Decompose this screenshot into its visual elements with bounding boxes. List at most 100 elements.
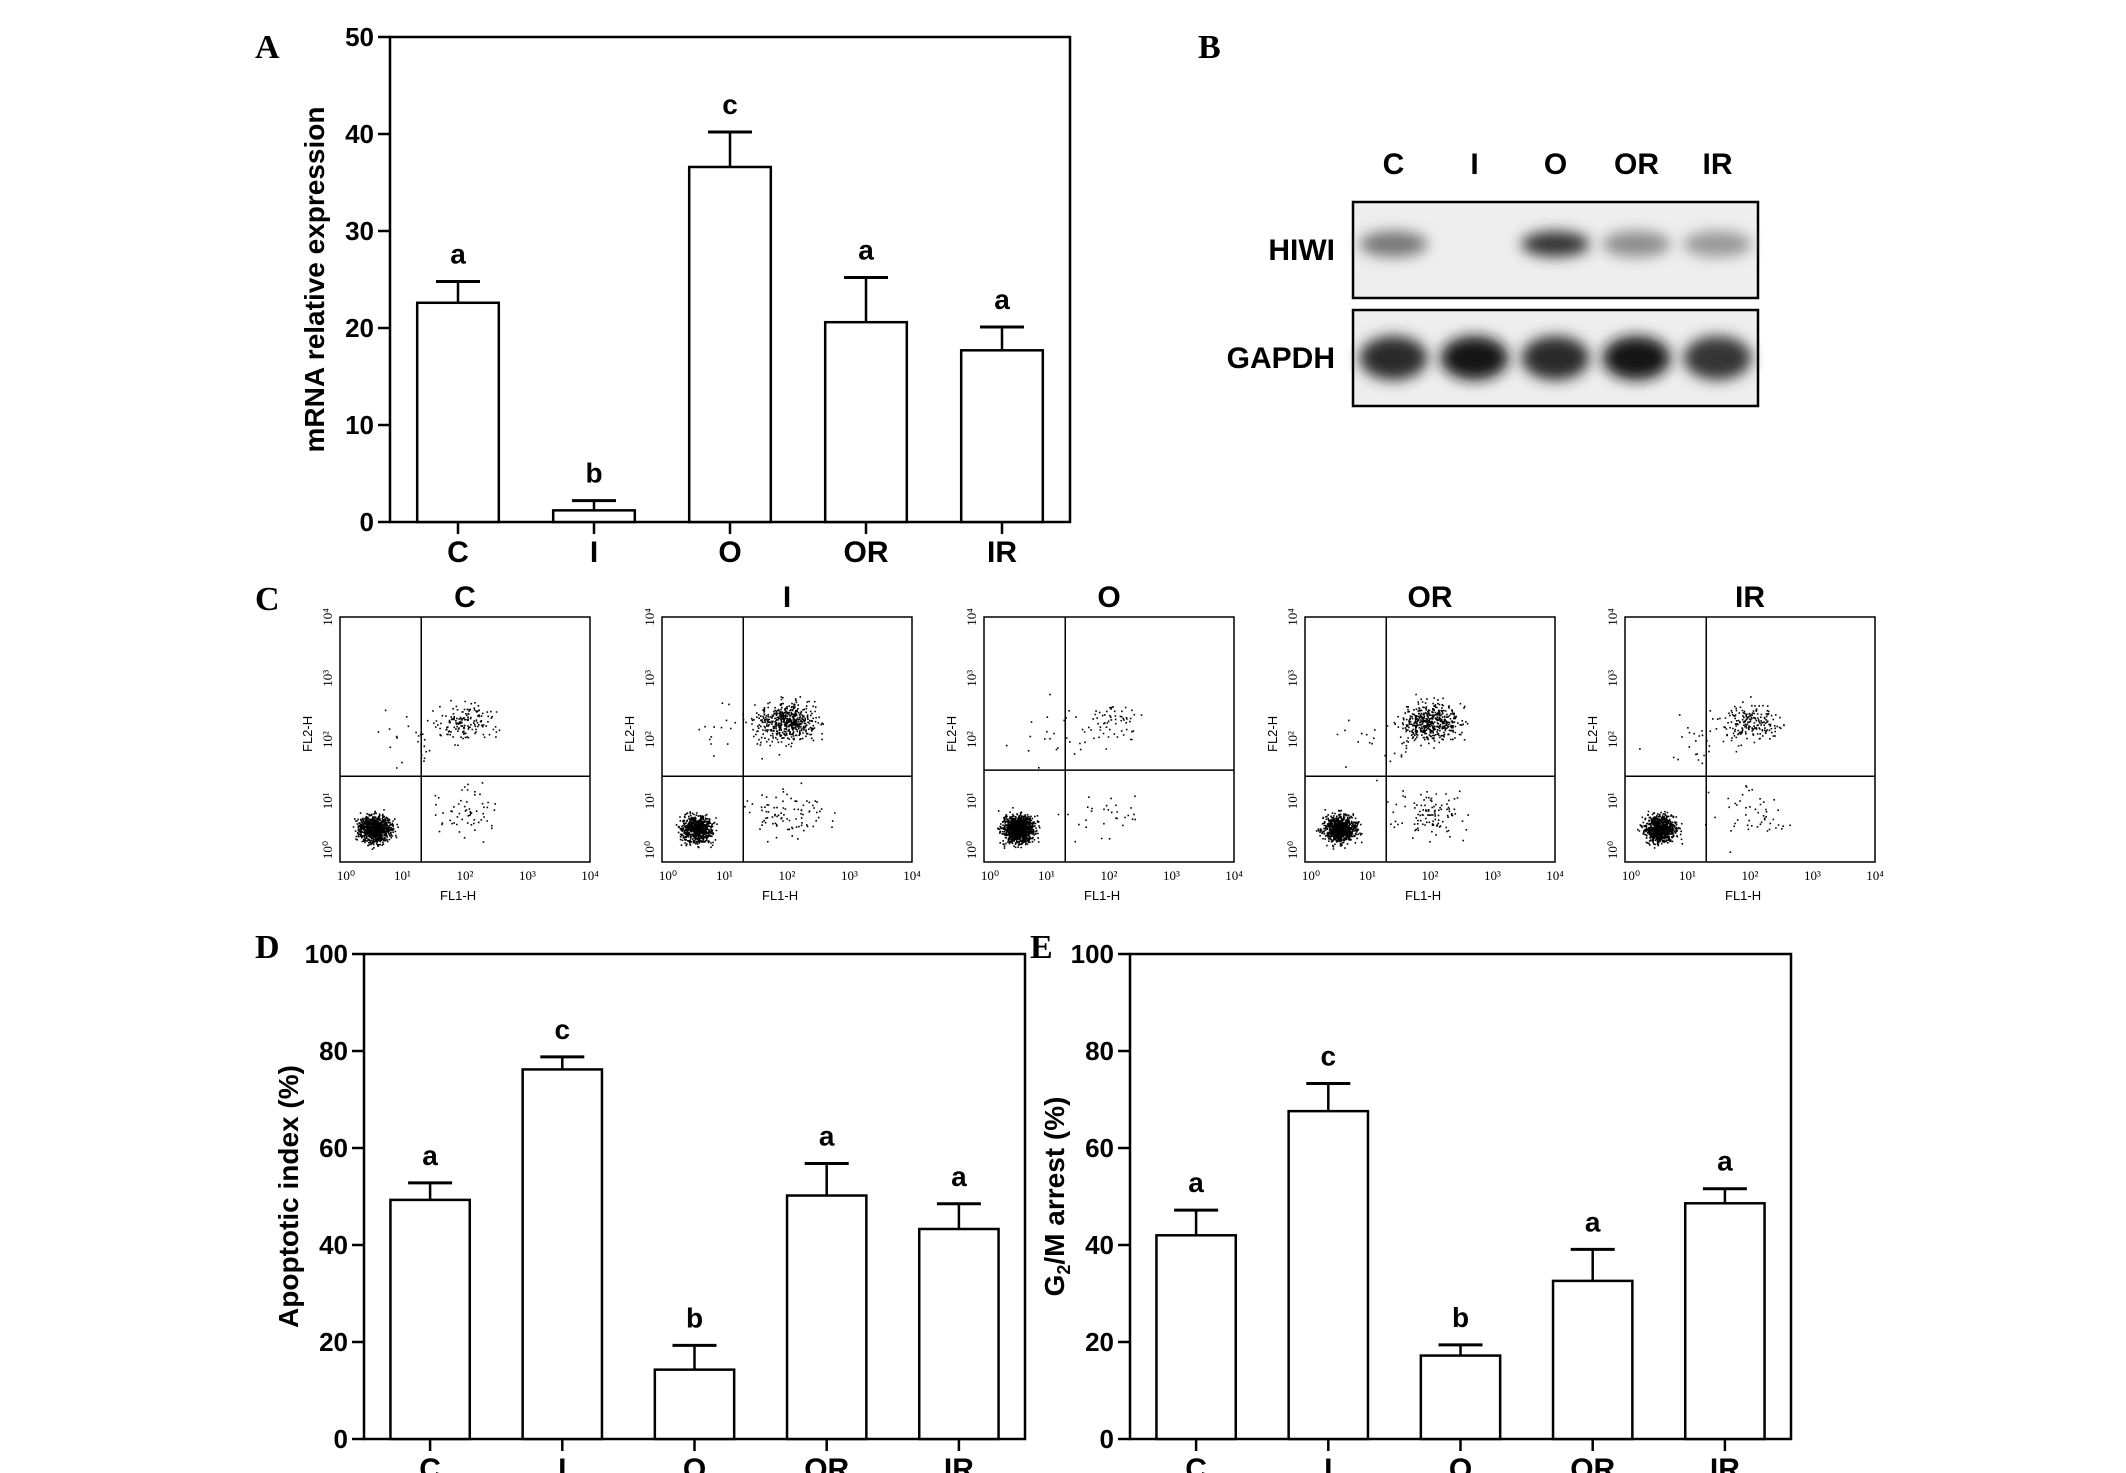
x-axis-label: FL1-H	[1084, 888, 1120, 903]
panel-label-b: B	[1198, 29, 1221, 66]
y-tick-label: 100	[1071, 939, 1114, 969]
significance-label: c	[555, 1014, 571, 1045]
y-tick-label: 10⁴	[1285, 608, 1300, 626]
bar-or	[785, 1194, 868, 1441]
x-tick-label: 10⁴	[903, 868, 921, 883]
band	[1359, 231, 1428, 257]
x-tick-label: OR	[804, 1453, 849, 1473]
y-tick-label: 10¹	[642, 792, 657, 809]
x-tick-label: 10⁴	[1866, 868, 1884, 883]
y-tick-label: 10¹	[320, 792, 335, 809]
x-tick-label: 10²	[1101, 868, 1118, 883]
y-tick-label: 10²	[642, 731, 657, 748]
bar-i	[1287, 1109, 1370, 1441]
x-tick-label: 10³	[1484, 868, 1501, 883]
lane-label: OR	[1614, 148, 1659, 181]
x-tick-label: 10²	[457, 868, 474, 883]
x-tick-label: 10⁰	[337, 868, 355, 883]
band	[1440, 336, 1509, 380]
y-tick-label: 40	[1085, 1230, 1114, 1260]
y-axis-label: FL2-H	[1265, 716, 1280, 752]
significance-label: a	[1585, 1206, 1601, 1237]
y-tick-label: 10⁰	[1285, 841, 1300, 859]
y-tick-label: 0	[334, 1424, 348, 1454]
y-tick-label: 100	[305, 939, 348, 969]
y-tick-label: 10⁴	[320, 608, 335, 626]
bar-chart-g2m-arrest: 0 20 40 60 80 100 a Cc Ib Oa OR a IR G2/M arrest (%)	[1039, 939, 1793, 1473]
x-tick-label: IR	[987, 536, 1017, 569]
bar-ir	[959, 349, 1045, 524]
y-tick-label: 20	[1085, 1327, 1114, 1357]
band	[1602, 231, 1671, 257]
x-tick-label: IR	[944, 1453, 974, 1473]
y-tick-label: 10¹	[1285, 792, 1300, 809]
lane-label: I	[1470, 148, 1478, 181]
x-tick-label: 10²	[1742, 868, 1759, 883]
y-tick-label: 10²	[1605, 731, 1620, 748]
y-axis-label: FL2-H	[300, 716, 315, 752]
significance-label: a	[951, 1161, 967, 1192]
band	[1521, 336, 1590, 380]
band	[1683, 336, 1752, 380]
significance-label: c	[722, 89, 738, 120]
x-tick-label: O	[1449, 1453, 1472, 1473]
x-tick-label: 10¹	[394, 868, 411, 883]
x-tick-label: 10¹	[1038, 868, 1055, 883]
y-tick-label: 40	[345, 119, 374, 149]
y-axis-label: FL2-H	[944, 716, 959, 752]
significance-label: a	[1188, 1167, 1204, 1198]
significance-label: a	[450, 238, 466, 269]
scatter-points	[997, 693, 1143, 849]
y-axis-label: Apoptotic index (%)	[273, 1065, 304, 1328]
x-tick-label: 10³	[1163, 868, 1180, 883]
bar-c	[1155, 1234, 1238, 1441]
band	[1602, 336, 1671, 380]
lane-label: O	[1544, 148, 1567, 181]
y-tick-label: 10³	[320, 670, 335, 687]
x-tick-label: 10⁰	[659, 868, 677, 883]
x-tick-label: O	[683, 1453, 706, 1473]
band	[1359, 336, 1428, 380]
bar-or	[1551, 1279, 1634, 1441]
x-tick-label: C	[419, 1453, 441, 1473]
x-axis-label: FL1-H	[1725, 888, 1761, 903]
y-tick-label: 60	[1085, 1133, 1114, 1163]
x-tick-label: 10⁴	[581, 868, 599, 883]
y-tick-label: 10³	[1605, 670, 1620, 687]
bar-ir	[917, 1227, 1000, 1441]
x-tick-label: 10³	[1804, 868, 1821, 883]
y-tick-label: 10⁴	[642, 608, 657, 626]
panel-label-d: D	[255, 929, 280, 966]
scatter-points	[1315, 693, 1469, 850]
x-tick-label: OR	[1570, 1453, 1615, 1473]
lane-label: IR	[1703, 148, 1733, 181]
band	[1521, 231, 1590, 257]
y-tick-label: 10⁴	[964, 608, 979, 626]
x-axis-label: FL1-H	[440, 888, 476, 903]
plot-title: C	[454, 581, 476, 614]
y-tick-label: 10⁰	[1605, 841, 1620, 859]
significance-label: b	[585, 458, 602, 489]
y-tick-label: 10⁰	[642, 841, 657, 859]
x-tick-label: I	[590, 536, 598, 569]
y-tick-label: 80	[319, 1036, 348, 1066]
y-tick-label: 10²	[1285, 731, 1300, 748]
plot-title: O	[1097, 581, 1120, 614]
y-tick-label: 50	[345, 22, 374, 52]
significance-label: b	[686, 1302, 703, 1333]
x-tick-label: 10²	[1422, 868, 1439, 883]
y-tick-label: 10³	[1285, 670, 1300, 687]
panel-label-c: C	[255, 581, 280, 618]
bar-o	[687, 165, 773, 524]
x-tick-label: 10⁰	[1622, 868, 1640, 883]
y-tick-label: 20	[319, 1327, 348, 1357]
significance-label: a	[1717, 1146, 1733, 1177]
y-tick-label: 10	[345, 410, 374, 440]
bar-i	[551, 509, 637, 524]
x-tick-label: I	[558, 1453, 566, 1473]
bar-o	[653, 1368, 736, 1441]
scatter-points	[352, 699, 501, 850]
